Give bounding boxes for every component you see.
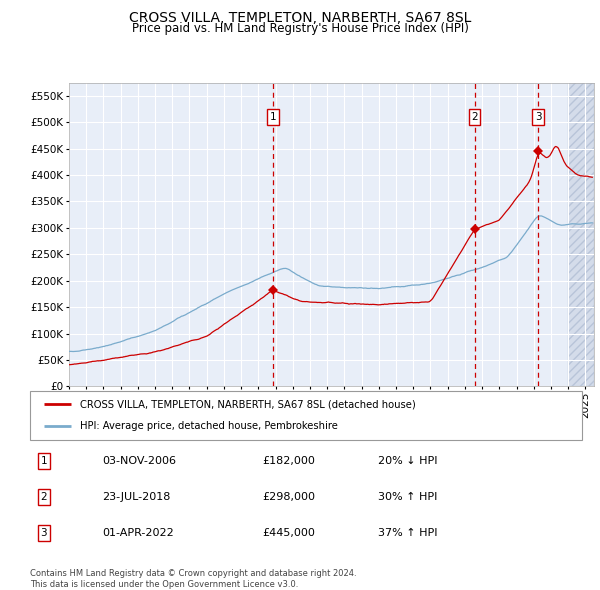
Text: 2: 2: [471, 112, 478, 122]
Text: Contains HM Land Registry data © Crown copyright and database right 2024.
This d: Contains HM Land Registry data © Crown c…: [30, 569, 356, 589]
Text: 3: 3: [40, 528, 47, 538]
Text: 3: 3: [535, 112, 541, 122]
Text: £298,000: £298,000: [262, 492, 315, 502]
Bar: [568, 83, 594, 386]
Text: CROSS VILLA, TEMPLETON, NARBERTH, SA67 8SL: CROSS VILLA, TEMPLETON, NARBERTH, SA67 8…: [129, 11, 471, 25]
FancyBboxPatch shape: [30, 391, 582, 440]
Text: Price paid vs. HM Land Registry's House Price Index (HPI): Price paid vs. HM Land Registry's House …: [131, 22, 469, 35]
Text: CROSS VILLA, TEMPLETON, NARBERTH, SA67 8SL (detached house): CROSS VILLA, TEMPLETON, NARBERTH, SA67 8…: [80, 399, 415, 409]
Text: 37% ↑ HPI: 37% ↑ HPI: [378, 528, 437, 538]
Text: HPI: Average price, detached house, Pembrokeshire: HPI: Average price, detached house, Pemb…: [80, 421, 338, 431]
Text: 30% ↑ HPI: 30% ↑ HPI: [378, 492, 437, 502]
Text: 20% ↓ HPI: 20% ↓ HPI: [378, 456, 437, 466]
Text: 01-APR-2022: 01-APR-2022: [102, 528, 173, 538]
Text: £182,000: £182,000: [262, 456, 315, 466]
Text: 1: 1: [40, 456, 47, 466]
Text: 2: 2: [40, 492, 47, 502]
Text: £445,000: £445,000: [262, 528, 315, 538]
Text: 1: 1: [269, 112, 276, 122]
Text: 03-NOV-2006: 03-NOV-2006: [102, 456, 176, 466]
Text: 23-JUL-2018: 23-JUL-2018: [102, 492, 170, 502]
